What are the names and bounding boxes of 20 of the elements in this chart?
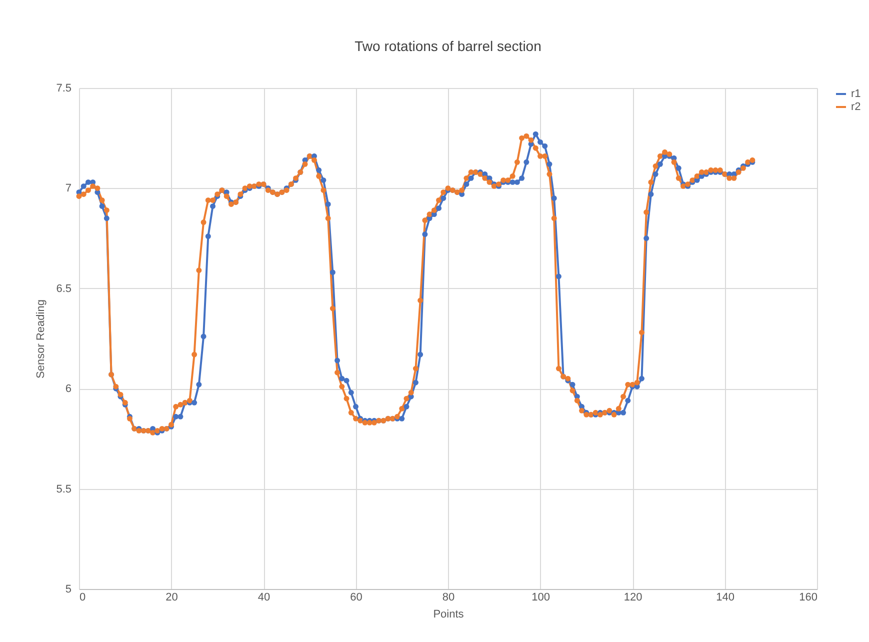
- x-tick-label: 0: [80, 592, 86, 604]
- x-tick-label: 100: [532, 592, 550, 604]
- y-tick-label: 6: [65, 383, 72, 396]
- x-tick-label: 80: [442, 592, 455, 604]
- y-tick-label: 7.5: [56, 82, 72, 94]
- legend-label: r1: [851, 88, 861, 100]
- x-tick-label: 140: [716, 592, 734, 604]
- x-axis-title: Points: [433, 608, 464, 620]
- x-tick-label: 40: [258, 592, 270, 604]
- x-tick-label: 120: [624, 592, 642, 604]
- x-tick-label: 60: [350, 592, 362, 604]
- chart-title: Two rotations of barrel section: [354, 38, 542, 54]
- y-tick-label: 6.5: [56, 282, 72, 295]
- y-axis-title: Sensor Reading: [35, 300, 48, 378]
- x-tick-label: 20: [166, 592, 178, 604]
- y-tick-label: 5.5: [56, 483, 72, 496]
- y-tick-label: 5: [65, 584, 72, 596]
- legend-label: r2: [851, 101, 861, 113]
- x-tick-label: 160: [799, 592, 818, 604]
- y-tick-label: 7: [65, 182, 72, 195]
